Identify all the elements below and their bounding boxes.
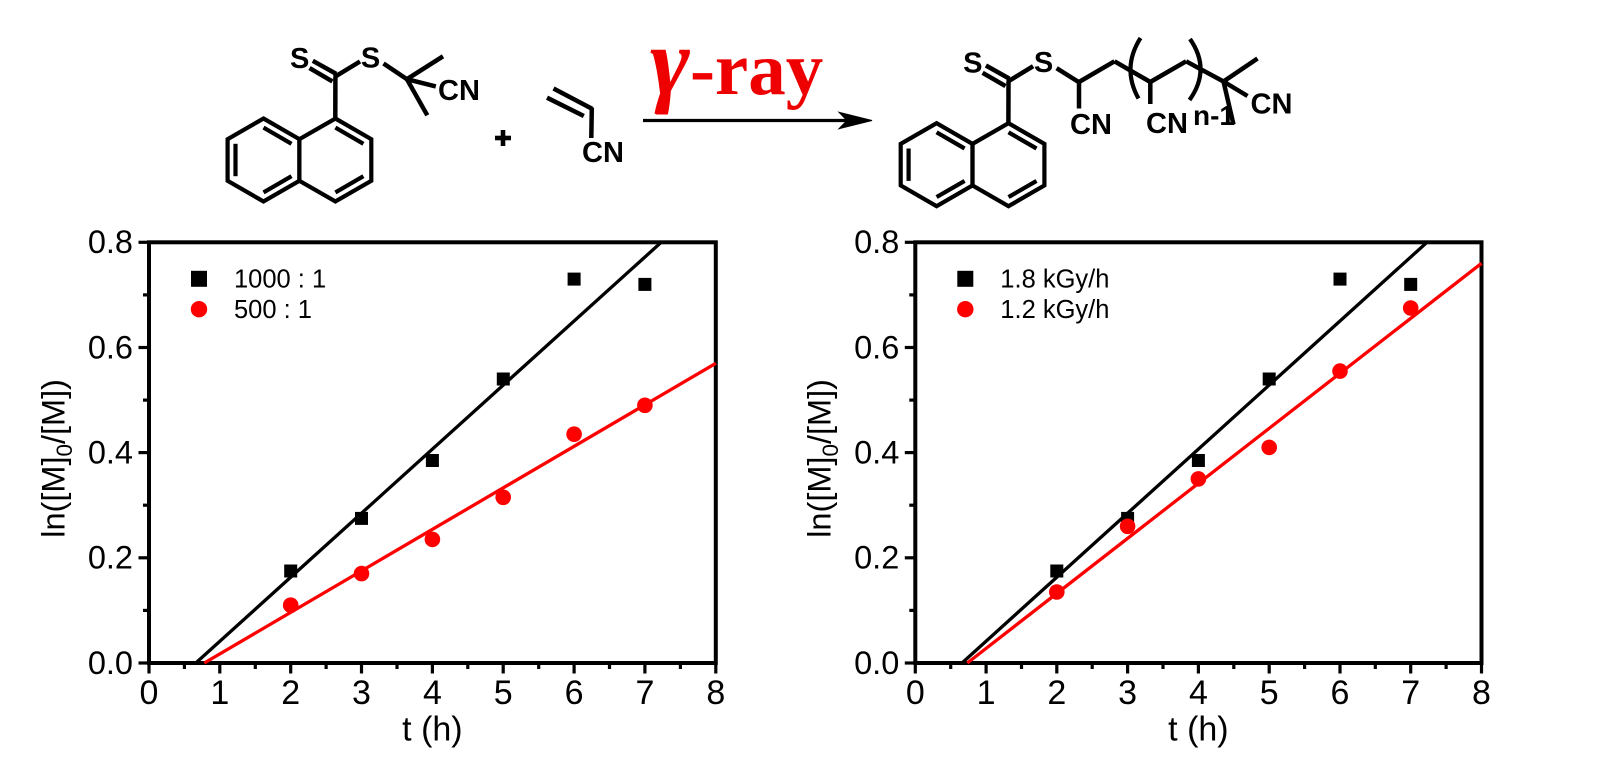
svg-text:0.2: 0.2: [88, 540, 133, 576]
svg-text:t (h): t (h): [402, 711, 462, 749]
svg-text:0: 0: [906, 674, 925, 712]
svg-text:S: S: [290, 43, 309, 75]
svg-text:8: 8: [706, 674, 725, 712]
svg-text:5: 5: [494, 674, 513, 712]
svg-text:1.2 kGy/h: 1.2 kGy/h: [1000, 296, 1109, 324]
svg-text:ln([M]0/[M]): ln([M]0/[M]): [35, 379, 77, 538]
svg-text:S: S: [361, 43, 380, 75]
svg-text:6: 6: [1331, 674, 1350, 712]
svg-text:1000 : 1: 1000 : 1: [234, 265, 326, 293]
svg-text:7: 7: [1401, 674, 1420, 712]
svg-text:5: 5: [1260, 674, 1279, 712]
svg-text:t (h): t (h): [1168, 711, 1228, 749]
svg-text:S: S: [1034, 47, 1053, 79]
svg-text:0.0: 0.0: [88, 645, 133, 681]
svg-text:0.4: 0.4: [854, 434, 899, 470]
svg-text:0: 0: [140, 674, 159, 712]
svg-text:CN: CN: [1251, 89, 1293, 121]
svg-text:0.4: 0.4: [88, 434, 133, 470]
svg-text:1.8 kGy/h: 1.8 kGy/h: [1000, 265, 1109, 293]
svg-text:CN: CN: [438, 75, 480, 107]
svg-text:4: 4: [423, 674, 442, 712]
svg-text:0.0: 0.0: [854, 645, 899, 681]
svg-text:3: 3: [1118, 674, 1137, 712]
svg-text:ln([M]0/[M]): ln([M]0/[M]): [802, 379, 844, 538]
svg-text:7: 7: [635, 674, 654, 712]
svg-text:4: 4: [1189, 674, 1208, 712]
svg-text:1: 1: [977, 674, 996, 712]
svg-text:0.8: 0.8: [88, 224, 133, 260]
svg-text:2: 2: [281, 674, 300, 712]
svg-text:CN: CN: [1070, 109, 1112, 141]
svg-text:6: 6: [565, 674, 584, 712]
svg-text:0.6: 0.6: [854, 329, 899, 365]
svg-text:S: S: [963, 48, 982, 80]
svg-text:n-1: n-1: [1193, 100, 1235, 131]
svg-text:0.2: 0.2: [854, 540, 899, 576]
svg-text:CN: CN: [582, 137, 624, 169]
svg-text:0.6: 0.6: [88, 329, 133, 365]
svg-text:3: 3: [352, 674, 371, 712]
svg-text:500 : 1: 500 : 1: [234, 296, 312, 324]
svg-text:1: 1: [210, 674, 229, 712]
svg-text:0.8: 0.8: [854, 224, 899, 260]
svg-text:8: 8: [1472, 674, 1491, 712]
svg-text:CN: CN: [1146, 108, 1188, 140]
svg-text:2: 2: [1047, 674, 1066, 712]
